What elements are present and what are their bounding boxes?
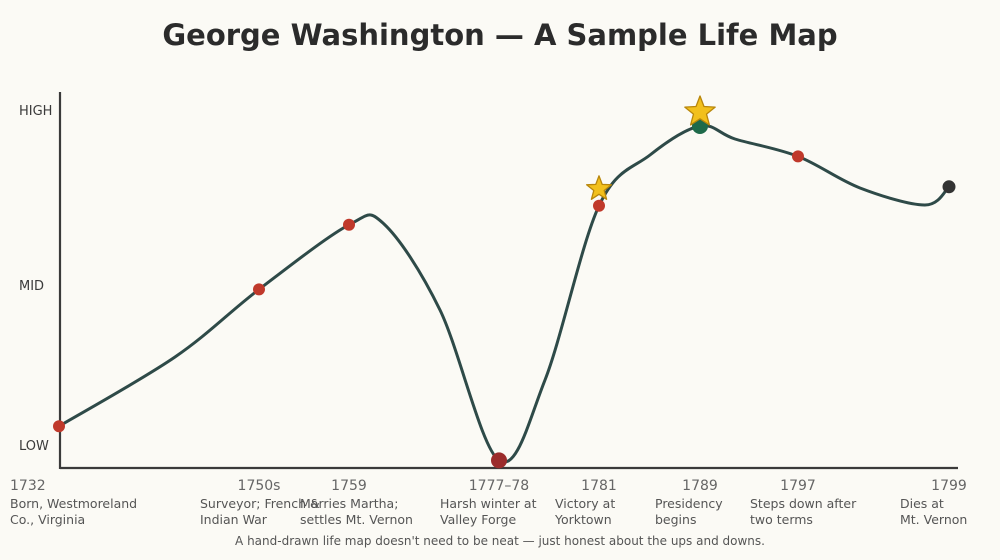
event-point-7 <box>942 180 956 194</box>
event-point-3 <box>491 452 507 469</box>
event-desc-3-1: Valley Forge <box>440 512 516 527</box>
year-label-6: 1797 <box>780 478 816 494</box>
event-desc-3-0: Harsh winter at <box>440 496 537 511</box>
event-point-0 <box>53 420 65 433</box>
event-markers <box>53 95 956 469</box>
event-desc-5-1: begins <box>655 512 696 527</box>
year-label-1: 1750s <box>238 478 281 494</box>
event-point-6 <box>792 150 804 163</box>
event-desc-0-1: Co., Virginia <box>10 512 85 527</box>
year-label-0: 1732 <box>10 478 46 494</box>
y-label-high: HIGH <box>19 104 52 119</box>
y-label-mid: MID <box>19 279 44 294</box>
year-label-5: 1789 <box>682 478 718 494</box>
event-desc-7-1: Mt. Vernon <box>900 512 967 527</box>
footer-note: A hand-drawn life map doesn't need to be… <box>235 534 765 548</box>
y-label-low: LOW <box>19 439 49 454</box>
event-point-4 <box>593 199 605 212</box>
event-desc-6-1: two terms <box>750 512 813 527</box>
event-desc-1-0: Surveyor; French & <box>200 496 320 511</box>
event-desc-5-0: Presidency <box>655 496 723 511</box>
event-desc-7-0: Dies at <box>900 496 944 511</box>
event-point-1 <box>253 283 265 296</box>
year-label-7: 1799 <box>931 478 967 494</box>
year-label-2: 1759 <box>331 478 367 494</box>
star-icon-4 <box>585 175 613 200</box>
year-label-4: 1781 <box>581 478 617 494</box>
year-label-3: 1777–78 <box>469 478 529 494</box>
event-desc-0-0: Born, Westmoreland <box>10 496 137 511</box>
event-desc-2-1: settles Mt. Vernon <box>300 512 413 527</box>
event-desc-2-0: Marries Martha; <box>300 496 398 511</box>
event-desc-6-0: Steps down after <box>750 496 857 511</box>
life-line <box>57 124 951 464</box>
event-desc-4-1: Yorktown <box>554 512 612 527</box>
chart-title: George Washington — A Sample Life Map <box>162 18 837 52</box>
event-desc-4-0: Victory at <box>555 496 615 511</box>
star-icon-5 <box>684 95 716 126</box>
event-point-2 <box>343 218 355 231</box>
event-desc-1-1: Indian War <box>200 512 268 527</box>
